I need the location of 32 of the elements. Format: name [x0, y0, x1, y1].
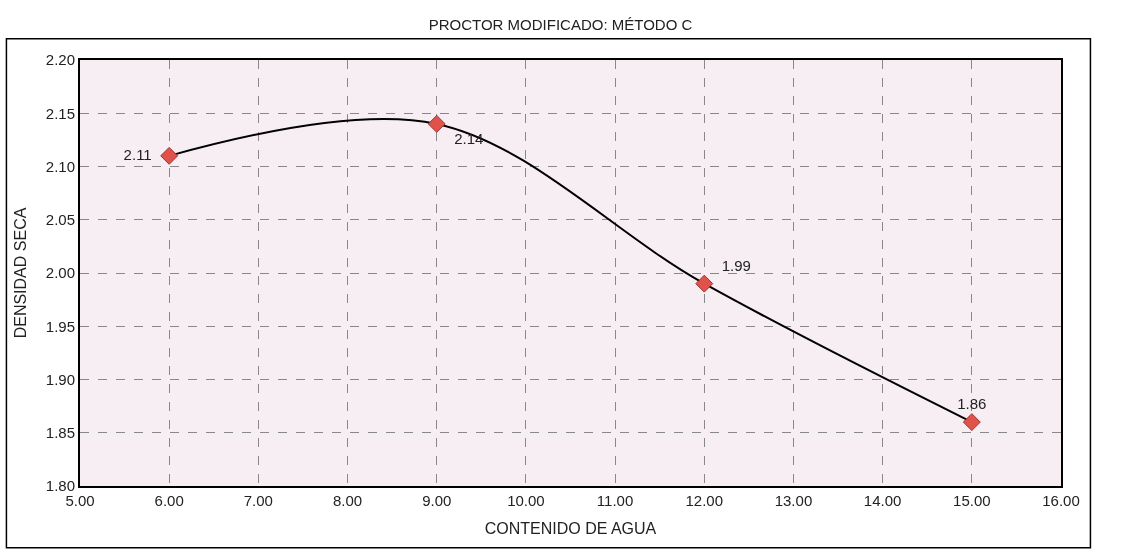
y-tick-label: 1.80 [45, 477, 75, 495]
x-tick-label: 14.00 [863, 492, 902, 509]
x-tick-label: 5.00 [65, 492, 95, 509]
x-tick-label: 9.00 [422, 492, 452, 509]
point [962, 413, 981, 432]
x-tick-label: 6.00 [154, 492, 184, 509]
point [427, 114, 446, 133]
data-label: 2.14 [445, 130, 492, 148]
x-tick-label: 8.00 [332, 492, 363, 509]
x-tick-label: 7.00 [243, 492, 273, 509]
y-tick-label: 1.95 [45, 317, 75, 335]
y-tick-label: 2.00 [45, 264, 75, 282]
point [160, 146, 179, 165]
y-axis-title: DENSIDAD SECA [12, 207, 30, 339]
x-tick-label: 12.00 [685, 492, 724, 509]
data-label: 1.99 [713, 256, 760, 274]
x-tick-label: 10.00 [507, 492, 545, 509]
x-axis-title: CONTENIDO DE AGUA [484, 520, 657, 538]
y-tick-label: 2.10 [45, 157, 75, 175]
chart-title: PROCTOR MODIFICADO: MÉTODO C [428, 16, 693, 34]
data-label: 1.86 [948, 395, 995, 413]
y-tick-label: 1.85 [45, 424, 75, 441]
x-tick-label: 15.00 [953, 492, 991, 509]
y-tick-label: 2.20 [45, 51, 75, 69]
y-tick-label: 2.15 [45, 104, 75, 122]
x-tick-label: 13.00 [774, 492, 813, 509]
y-tick-label: 1.90 [45, 370, 75, 388]
point [695, 274, 714, 293]
y-tick-label: 2.05 [45, 211, 75, 228]
x-tick-label: 11.00 [596, 492, 634, 509]
x-tick-label: 16.00 [1042, 492, 1080, 509]
data-label: 2.11 [115, 145, 161, 163]
